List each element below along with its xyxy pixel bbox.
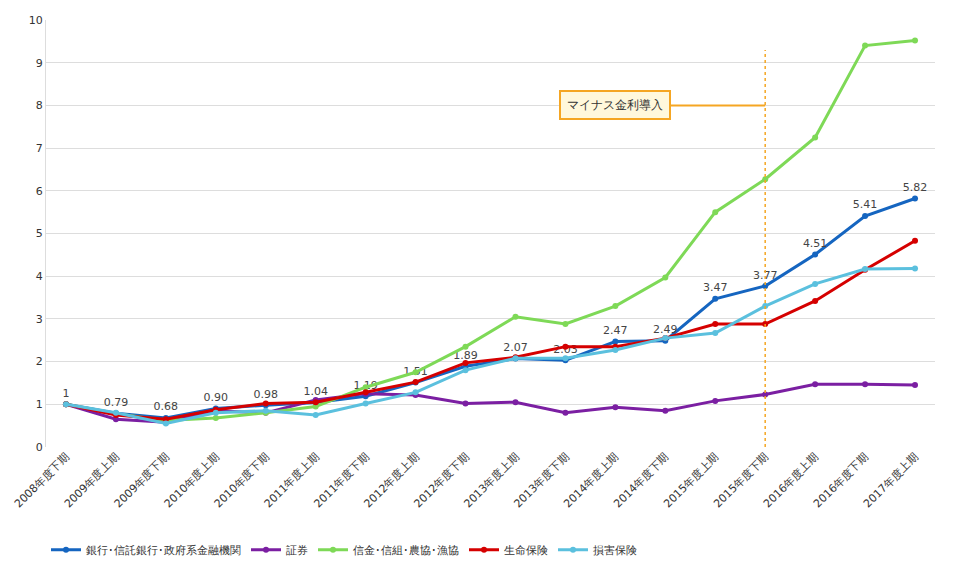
svg-text:5.82: 5.82 xyxy=(903,181,928,194)
svg-text:2009年度上期: 2009年度上期 xyxy=(62,450,122,510)
svg-text:2009年度下期: 2009年度下期 xyxy=(112,450,172,510)
svg-text:損害保険: 損害保険 xyxy=(593,544,637,557)
svg-text:2013年度上期: 2013年度上期 xyxy=(461,450,521,510)
svg-text:マイナス金利導入: マイナス金利導入 xyxy=(567,98,663,112)
svg-text:1.51: 1.51 xyxy=(403,365,428,378)
svg-text:5: 5 xyxy=(36,227,43,240)
svg-text:6: 6 xyxy=(36,185,43,198)
svg-text:1.04: 1.04 xyxy=(303,385,328,398)
svg-text:2011年度下期: 2011年度下期 xyxy=(312,450,372,510)
svg-text:7: 7 xyxy=(36,142,43,155)
svg-text:3.77: 3.77 xyxy=(753,269,778,282)
svg-text:2015年度下期: 2015年度下期 xyxy=(711,450,771,510)
svg-text:10: 10 xyxy=(29,14,43,27)
svg-text:2012年度上期: 2012年度上期 xyxy=(361,450,421,510)
svg-text:5.41: 5.41 xyxy=(853,198,878,211)
svg-text:2010年度下期: 2010年度下期 xyxy=(212,450,272,510)
svg-text:2008年度下期: 2008年度下期 xyxy=(12,450,72,510)
svg-text:2013年度下期: 2013年度下期 xyxy=(511,450,571,510)
svg-text:4: 4 xyxy=(36,270,43,283)
svg-text:2016年度下期: 2016年度下期 xyxy=(811,450,871,510)
svg-text:2010年度上期: 2010年度上期 xyxy=(162,450,222,510)
svg-text:8: 8 xyxy=(36,99,43,112)
svg-text:4.51: 4.51 xyxy=(803,237,828,250)
svg-text:証券: 証券 xyxy=(286,544,308,557)
svg-text:銀行･信託銀行･政府系金融機関: 銀行･信託銀行･政府系金融機関 xyxy=(86,544,241,557)
svg-text:信金･信組･農協･漁協: 信金･信組･農協･漁協 xyxy=(353,544,459,557)
svg-text:2014年度上期: 2014年度上期 xyxy=(561,450,621,510)
svg-text:0.68: 0.68 xyxy=(154,400,179,413)
svg-text:2.47: 2.47 xyxy=(603,324,628,337)
svg-text:2012年度下期: 2012年度下期 xyxy=(411,450,471,510)
svg-text:2014年度下期: 2014年度下期 xyxy=(611,450,671,510)
svg-text:生命保険: 生命保険 xyxy=(504,544,548,557)
svg-text:0: 0 xyxy=(36,441,43,454)
svg-text:1: 1 xyxy=(62,387,69,400)
svg-text:3: 3 xyxy=(36,313,43,326)
svg-text:1.19: 1.19 xyxy=(353,379,378,392)
svg-text:0.98: 0.98 xyxy=(254,388,279,401)
svg-text:2.03: 2.03 xyxy=(553,343,578,356)
svg-text:3.47: 3.47 xyxy=(703,281,728,294)
svg-text:1: 1 xyxy=(36,398,43,411)
svg-text:2017年度上期: 2017年度上期 xyxy=(861,450,921,510)
svg-text:2.07: 2.07 xyxy=(503,341,527,354)
svg-text:2: 2 xyxy=(36,355,43,368)
svg-text:0.90: 0.90 xyxy=(204,391,229,404)
svg-text:2015年度上期: 2015年度上期 xyxy=(661,450,721,510)
svg-text:2016年度上期: 2016年度上期 xyxy=(761,450,821,510)
svg-text:1.89: 1.89 xyxy=(453,349,478,362)
svg-text:9: 9 xyxy=(36,57,43,70)
svg-text:2.49: 2.49 xyxy=(653,323,678,336)
svg-text:2011年度上期: 2011年度上期 xyxy=(262,450,322,510)
svg-text:0.79: 0.79 xyxy=(104,396,129,409)
